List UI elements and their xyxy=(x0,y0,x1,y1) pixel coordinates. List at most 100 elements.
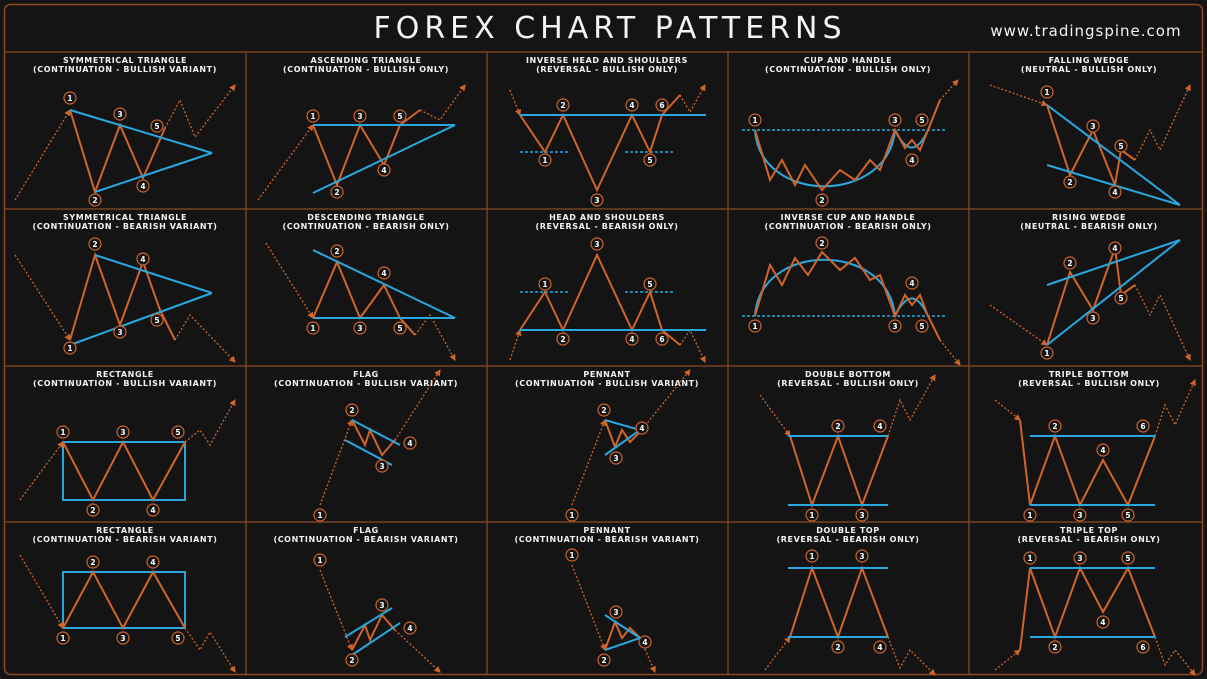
pattern-name: TRIPLE BOTTOM xyxy=(1049,370,1129,379)
step-label: 6 xyxy=(659,335,664,344)
step-label: 3 xyxy=(859,511,864,520)
pattern-subtitle: (REVERSAL - BULLISH ONLY) xyxy=(777,379,919,388)
pattern-subtitle: (CONTINUATION - BULLISH VARIANT) xyxy=(515,379,699,388)
trend-in xyxy=(994,649,1021,671)
step-marker xyxy=(643,277,657,291)
step-label: 1 xyxy=(752,116,757,125)
step-marker xyxy=(63,341,77,355)
step-marker xyxy=(150,119,164,133)
step-label: 4 xyxy=(140,182,145,191)
step-marker xyxy=(1023,508,1037,522)
step-label: 6 xyxy=(1140,422,1145,431)
pattern-subtitle: (REVERSAL - BULLISH ONLY) xyxy=(536,65,678,74)
step-marker xyxy=(377,266,391,280)
price-path xyxy=(351,613,396,651)
pattern-name: ASCENDING TRIANGLE xyxy=(310,56,421,65)
step-marker xyxy=(556,98,570,112)
pattern-name: HEAD AND SHOULDERS xyxy=(549,213,665,222)
step-marker xyxy=(1136,419,1150,433)
step-label: 3 xyxy=(117,328,122,337)
trend-out xyxy=(939,339,961,366)
trend-in xyxy=(571,418,607,506)
trend-out xyxy=(1134,84,1191,161)
step-marker xyxy=(538,153,552,167)
pattern-name: PENNANT xyxy=(583,526,630,535)
step-marker xyxy=(915,319,929,333)
step-marker xyxy=(146,555,160,569)
step-label: 3 xyxy=(120,634,125,643)
step-marker xyxy=(748,319,762,333)
pattern-cell: INVERSE HEAD AND SHOULDERS(REVERSAL - BU… xyxy=(509,56,706,207)
step-marker xyxy=(590,193,604,207)
step-label: 3 xyxy=(117,110,122,119)
step-marker xyxy=(136,252,150,266)
pattern-name: FLAG xyxy=(353,370,379,379)
step-label: 2 xyxy=(92,196,97,205)
step-label: 4 xyxy=(150,506,155,515)
step-marker xyxy=(1048,640,1062,654)
step-label: 4 xyxy=(407,439,412,448)
step-label: 1 xyxy=(1027,554,1032,563)
trend-line xyxy=(69,292,213,346)
step-label: 1 xyxy=(569,511,574,520)
step-marker xyxy=(1121,508,1135,522)
step-label: 1 xyxy=(542,156,547,165)
step-label: 5 xyxy=(1125,554,1130,563)
trend-in xyxy=(265,242,314,319)
pattern-name: DOUBLE BOTTOM xyxy=(805,370,891,379)
pattern-cell: RECTANGLE(CONTINUATION - BEARISH VARIANT… xyxy=(19,526,236,673)
trend-out xyxy=(184,399,236,447)
step-marker xyxy=(88,237,102,251)
pattern-name: RECTANGLE xyxy=(96,370,154,379)
step-marker xyxy=(116,631,130,645)
pattern-cell: RISING WEDGE(NEUTRAL - BEARISH ONLY) 1 2 3 4… xyxy=(989,213,1191,361)
trend-line xyxy=(351,419,401,446)
step-label: 6 xyxy=(1140,643,1145,652)
step-marker xyxy=(1136,640,1150,654)
pattern-cell: HEAD AND SHOULDERS(REVERSAL - BEARISH ON… xyxy=(509,213,706,363)
step-marker xyxy=(63,91,77,105)
step-marker xyxy=(915,113,929,127)
step-label: 1 xyxy=(60,428,65,437)
step-marker xyxy=(1114,139,1128,153)
step-marker xyxy=(1121,551,1135,565)
pattern-subtitle: (REVERSAL - BEARISH ONLY) xyxy=(777,535,920,544)
step-label: 2 xyxy=(819,196,824,205)
step-label: 2 xyxy=(601,656,606,665)
trend-in xyxy=(764,636,791,671)
pattern-name: CUP AND HANDLE xyxy=(804,56,893,65)
step-marker xyxy=(625,98,639,112)
step-marker xyxy=(136,179,150,193)
step-marker xyxy=(597,653,611,667)
trend-out xyxy=(164,84,236,139)
step-marker xyxy=(538,277,552,291)
pattern-subtitle: (CONTINUATION - BULLISH VARIANT) xyxy=(33,65,217,74)
trend-out xyxy=(174,313,236,363)
step-label: 2 xyxy=(819,239,824,248)
step-marker xyxy=(873,419,887,433)
step-label: 4 xyxy=(150,558,155,567)
step-label: 3 xyxy=(892,322,897,331)
step-label: 1 xyxy=(60,634,65,643)
step-label: 1 xyxy=(317,511,322,520)
trend-out xyxy=(184,627,236,673)
step-marker xyxy=(1063,256,1077,270)
pattern-subtitle: (REVERSAL - BEARISH ONLY) xyxy=(536,222,679,231)
step-marker xyxy=(116,425,130,439)
price-path xyxy=(312,259,416,336)
step-marker xyxy=(643,153,657,167)
pattern-cell: DESCENDING TRIANGLE(CONTINUATION - BEARI… xyxy=(265,213,456,361)
step-label: 5 xyxy=(1118,142,1123,151)
step-marker xyxy=(805,508,819,522)
step-marker xyxy=(831,419,845,433)
price-path xyxy=(754,99,941,192)
pattern-cell: SYMMETRICAL TRIANGLE(CONTINUATION - BULL… xyxy=(14,56,236,207)
pattern-cell: FLAG(CONTINUATION - BEARISH VARIANT) 1 2 3 4 xyxy=(273,526,458,673)
step-marker xyxy=(306,321,320,335)
step-label: 1 xyxy=(310,324,315,333)
trend-line xyxy=(1046,164,1181,206)
pattern-name: SYMMETRICAL TRIANGLE xyxy=(63,213,187,222)
step-label: 4 xyxy=(140,255,145,264)
